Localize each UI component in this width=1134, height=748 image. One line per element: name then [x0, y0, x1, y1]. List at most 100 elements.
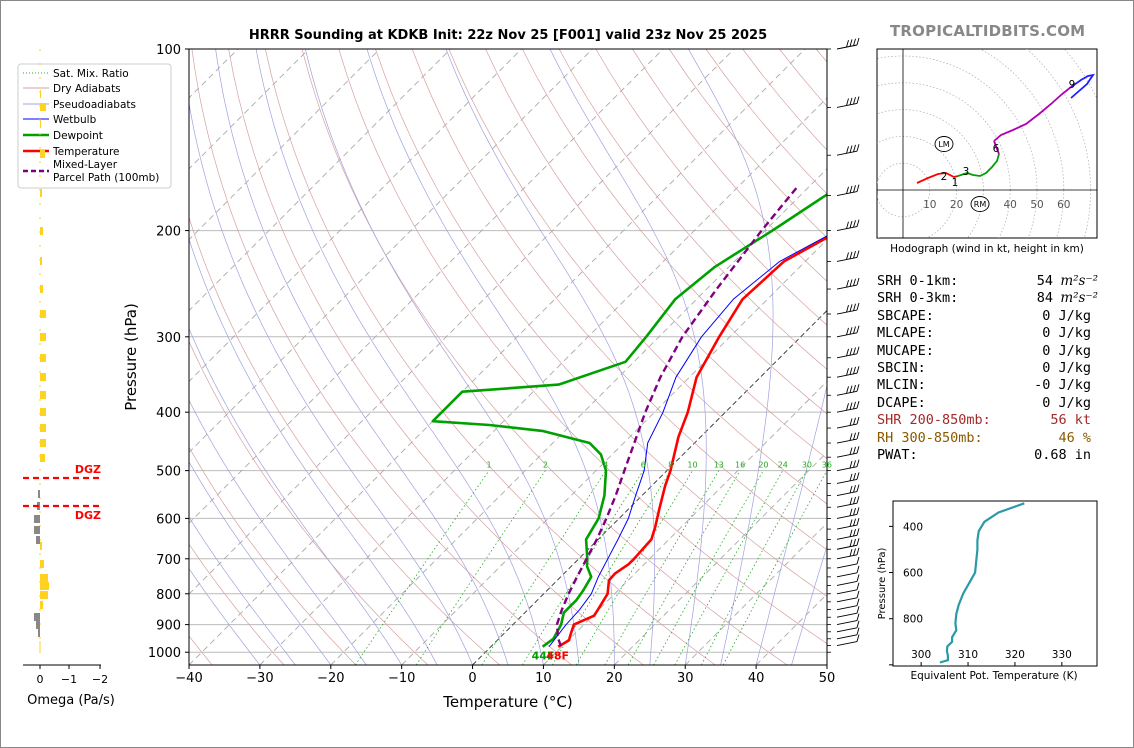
- theta-plot: [939, 502, 1025, 664]
- isotherm-line: [189, 49, 380, 241]
- pseudoadiabat: [189, 399, 367, 665]
- hodograph-caption: Hodograph (wind in kt, height in km): [890, 243, 1084, 255]
- theta-x-tick-label: 300: [911, 649, 931, 661]
- wind-barb: [836, 37, 860, 50]
- isotherm-line: [189, 49, 522, 383]
- wind-barb: [836, 219, 860, 232]
- y-tick-label: 600: [156, 512, 181, 527]
- y-tick-label: 1000: [148, 646, 181, 661]
- isotherm-line: [472, 309, 827, 665]
- wind-barb: [836, 277, 860, 290]
- omega-tick-label: 0: [37, 673, 44, 686]
- wind-barb: [836, 517, 860, 530]
- legend-entry: Dry Adiabats: [53, 83, 121, 95]
- x-tick-label: −20: [317, 671, 344, 686]
- storm-motion-marker: [970, 196, 990, 212]
- dry-adiabat: [189, 340, 429, 665]
- theta-frame: [892, 500, 1098, 667]
- dry-adiabat: [595, 49, 827, 326]
- stat-label: RH 300-850mb:: [877, 429, 983, 446]
- x-tick-label: 40: [748, 671, 765, 686]
- omega-tick-label: −1: [61, 673, 77, 686]
- omega-bar: [40, 373, 46, 381]
- mixing-ratio-label: 8: [668, 461, 673, 470]
- theta-y-axis-label: Pressure (hPa): [877, 548, 888, 620]
- stat-label: SRH 0-3km:: [877, 290, 959, 307]
- dry-adiabat: [189, 446, 357, 665]
- y-tick-label: 800: [156, 588, 181, 603]
- hodograph-height-label: 6: [993, 143, 1000, 155]
- pseudoadiabat: [791, 544, 827, 665]
- x-tick-label: −10: [388, 671, 415, 686]
- x-tick-label: −30: [246, 671, 273, 686]
- series-mixed-layer-parcel-path-mb: [555, 187, 798, 647]
- hodograph-ring-label: 10: [923, 199, 936, 211]
- mixing-ratio-line: [653, 470, 764, 665]
- x-tick-label: 0: [468, 671, 476, 686]
- omega-bar: [40, 227, 43, 235]
- dry-adiabat: [189, 543, 285, 665]
- y-tick-label: 900: [156, 619, 181, 634]
- omega-bar: [40, 354, 46, 362]
- omega-bar: [40, 310, 46, 318]
- wind-barb: [836, 472, 860, 484]
- y-tick-label: 300: [156, 331, 181, 346]
- isotherm-line: [189, 49, 310, 170]
- hodograph-ring-label: 20: [950, 199, 963, 211]
- stat-value: 56 kt: [1050, 412, 1091, 429]
- hodograph-ring-label: 40: [1004, 199, 1017, 211]
- hodograph-trace: [993, 86, 1072, 142]
- omega-bar: [40, 560, 44, 568]
- isotherm-line: [189, 49, 451, 312]
- wind-barb: [836, 346, 860, 359]
- dry-adiabat: [301, 49, 788, 665]
- omega-bar: [40, 90, 41, 98]
- dry-adiabat: [375, 49, 827, 597]
- mixing-ratio-line: [700, 470, 808, 665]
- mixing-ratio-label: 6: [641, 461, 646, 470]
- wind-barb: [836, 484, 860, 497]
- omega-bar: [36, 536, 40, 544]
- mixing-ratio-line: [551, 470, 672, 665]
- pseudoadiabat: [255, 49, 544, 665]
- isotherm-line: [259, 97, 827, 665]
- stat-label: MLCAPE:: [877, 325, 934, 342]
- wind-barb: [836, 620, 860, 633]
- stat-row: MLCIN: -0 J/kg: [877, 377, 1107, 394]
- hodograph-ring-label: 50: [1030, 199, 1043, 211]
- mixing-ratio-label: 24: [778, 461, 788, 470]
- wind-barb: [836, 144, 860, 156]
- theta-x-tick-label: 320: [1005, 649, 1025, 661]
- wind-barb: [836, 416, 860, 429]
- wind-barb: [836, 446, 860, 458]
- dgz-label: DGZ: [75, 463, 101, 476]
- omega-bar: [40, 582, 49, 590]
- mixing-ratio-label: 30: [802, 461, 812, 470]
- legend: Sat. Mix. Ratio Dry Adiabats Pseudoadiabat…: [17, 63, 172, 189]
- stat-label: SHR 200-850mb:: [877, 412, 991, 429]
- mixing-ratio-line: [575, 470, 693, 665]
- storm-motion-label: LM: [938, 140, 949, 149]
- isotherm-line: [189, 49, 735, 595]
- sounding-indices: SRH 0-1km: 54 m²s⁻² SRH 0-3km: 84 m²s⁻² SBCAPE…: [877, 273, 1107, 464]
- series-temperature: [557, 236, 827, 648]
- wind-barb: [836, 401, 860, 413]
- hodograph-height-label: 3: [963, 166, 970, 178]
- stat-value: 54: [1036, 273, 1053, 289]
- omega-bar: [34, 526, 40, 534]
- stat-row: PWAT: 0.68 in: [877, 447, 1107, 464]
- stat-row: DCAPE: 0 J/kg: [877, 395, 1107, 412]
- stat-row: SHR 200-850mb: 56 kt: [877, 412, 1107, 429]
- legend-entry: Pseudoadiabats: [53, 99, 136, 111]
- series-wetbulb: [548, 235, 827, 648]
- stat-value: 0 J/kg: [1042, 394, 1091, 411]
- mixing-ratio-label: 2: [543, 461, 548, 470]
- pseudoadiabat: [366, 49, 615, 665]
- theta-y-tick-label: 600: [903, 568, 923, 580]
- y-tick-label: 700: [156, 553, 181, 568]
- omega-bar: [40, 591, 48, 599]
- pseudoadiabat: [189, 238, 438, 665]
- series-dewpoint: [431, 192, 827, 648]
- dry-adiabat: [485, 49, 827, 460]
